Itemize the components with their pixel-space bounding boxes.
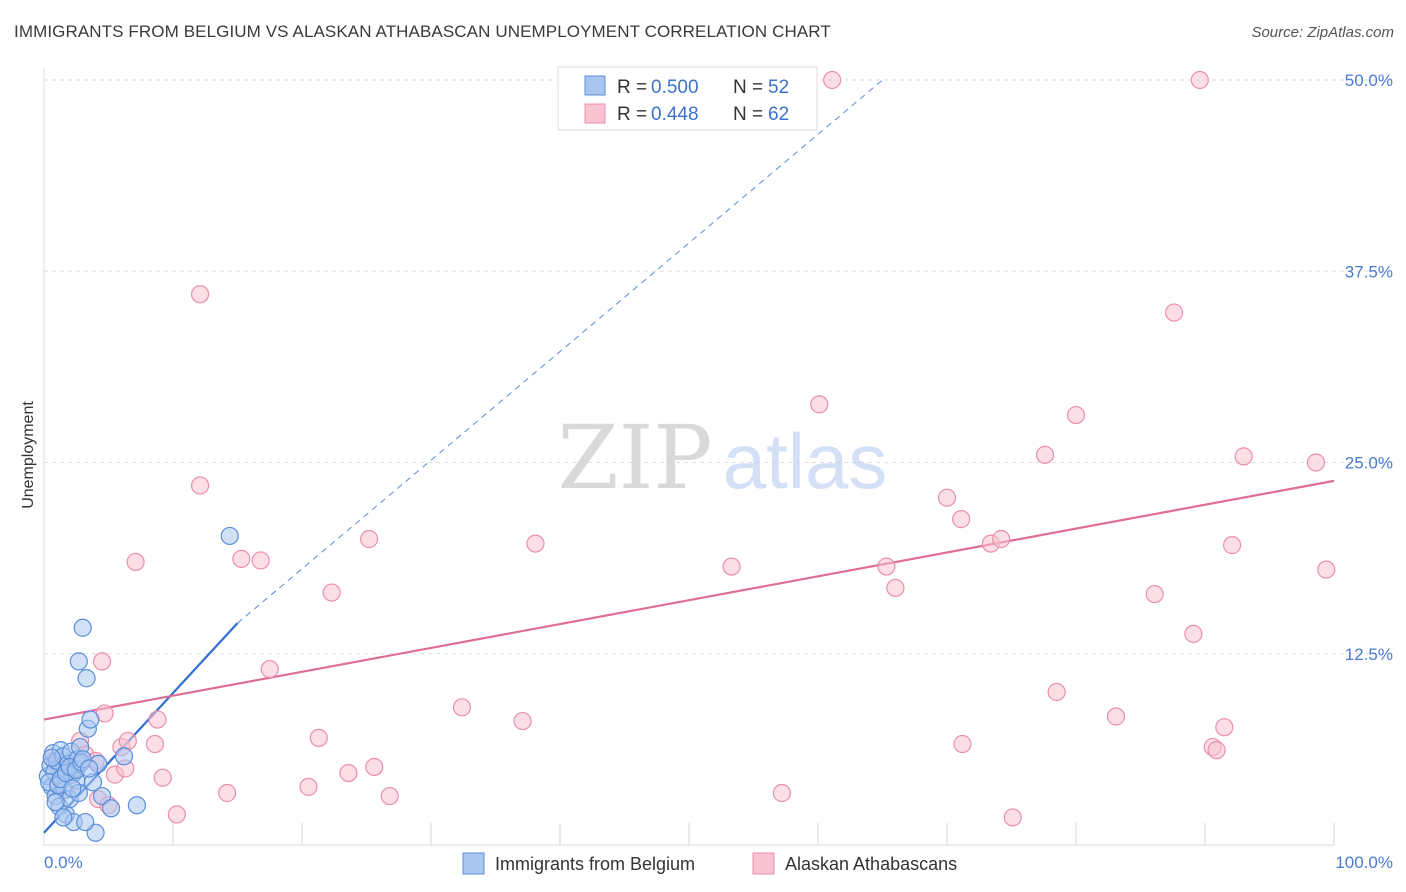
data-point-alaskan-athabascans [1317, 560, 1336, 579]
data-point-alaskan-athabascans [877, 557, 896, 576]
legend-r-value-blue: 0.500 [651, 77, 699, 98]
data-point-alaskan-athabascans [118, 731, 137, 751]
legend-n-label-blue: N = [733, 77, 763, 98]
data-point-alaskan-athabascans [359, 529, 379, 549]
series-legend: Immigrants from Belgium Alaskan Athabasc… [462, 852, 957, 875]
data-point-belgium [63, 779, 82, 798]
y-tick-label: 12.5% [1345, 645, 1393, 664]
legend-r-label-blue: R = [617, 77, 647, 98]
correlation-legend: R = 0.500 N = 52 R = 0.448 N = 62 [557, 66, 818, 131]
watermark-zip: ZIP [557, 406, 712, 509]
legend-swatch-pink [584, 103, 606, 124]
data-point-alaskan-athabascans [339, 763, 358, 783]
data-point-alaskan-athabascans [167, 805, 186, 824]
chart-title: IMMIGRANTS FROM BELGIUM VS ALASKAN ATHAB… [14, 22, 831, 41]
data-point-alaskan-athabascans [153, 768, 172, 787]
source-label: Source: ZipAtlas.com [1251, 24, 1394, 41]
data-point-alaskan-athabascans [992, 529, 1011, 549]
data-point-alaskan-athabascans [1003, 808, 1022, 827]
data-point-alaskan-athabascans [190, 285, 210, 304]
data-point-alaskan-athabascans [190, 476, 210, 495]
legend-swatch-blue [584, 75, 606, 96]
data-point-alaskan-athabascans [1190, 70, 1209, 90]
data-point-belgium [220, 526, 239, 546]
data-point-alaskan-athabascans [145, 734, 165, 754]
trend-line-alaskan-athabascans [43, 479, 1335, 721]
data-point-belgium [101, 799, 121, 818]
legend-n-value-pink: 62 [768, 104, 789, 125]
data-point-alaskan-athabascans [365, 757, 384, 777]
data-point-alaskan-athabascans [952, 510, 971, 529]
data-point-alaskan-athabascans [937, 488, 957, 507]
data-point-belgium [92, 786, 112, 806]
data-point-alaskan-athabascans [823, 70, 842, 90]
data-point-alaskan-athabascans [513, 711, 532, 731]
watermark-atlas: atlas [723, 417, 888, 505]
data-point-alaskan-athabascans [1215, 718, 1234, 737]
data-point-alaskan-athabascans [380, 786, 399, 806]
legend-r-value-pink: 0.448 [651, 104, 699, 125]
data-point-alaskan-athabascans [1234, 447, 1253, 466]
data-point-alaskan-athabascans [148, 710, 167, 729]
data-point-alaskan-athabascans [1184, 624, 1203, 643]
data-point-alaskan-athabascans [1306, 453, 1326, 472]
data-point-belgium [42, 748, 61, 767]
data-point-alaskan-athabascans [1145, 584, 1164, 604]
data-point-belgium [81, 710, 100, 729]
data-point-alaskan-athabascans [886, 578, 905, 598]
y-tick-labels: 12.5% 25.0% 37.5% 50.0% [1345, 71, 1393, 664]
bottom-legend-swatch-blue [462, 852, 485, 875]
data-point-alaskan-athabascans [1035, 445, 1055, 464]
trend-line-belgium-extrapolated [237, 79, 883, 624]
data-point-alaskan-athabascans [218, 783, 237, 803]
x-tick-label-min: 0.0% [44, 853, 83, 872]
y-tick-label: 25.0% [1345, 454, 1393, 473]
data-point-belgium [73, 618, 92, 637]
data-point-alaskan-athabascans [309, 728, 328, 748]
legend-n-value-blue: 52 [768, 77, 789, 98]
bottom-legend-label-blue: Immigrants from Belgium [495, 854, 695, 874]
data-point-alaskan-athabascans [1047, 682, 1066, 702]
data-point-belgium [127, 796, 146, 815]
data-point-belgium [76, 812, 95, 832]
data-point-alaskan-athabascans [810, 395, 829, 414]
legend-n-label-pink: N = [733, 104, 763, 125]
data-point-alaskan-athabascans [1164, 303, 1184, 322]
data-point-belgium [54, 808, 73, 827]
bottom-legend-swatch-pink [752, 852, 775, 875]
data-point-alaskan-athabascans [452, 698, 472, 717]
x-tick-label-max: 100.0% [1335, 853, 1393, 872]
data-point-alaskan-athabascans [953, 734, 972, 754]
legend-r-label-pink: R = [617, 104, 647, 125]
data-point-belgium [114, 747, 134, 766]
data-point-alaskan-athabascans [232, 549, 251, 568]
data-point-alaskan-athabascans [260, 659, 279, 679]
data-point-alaskan-athabascans [1222, 536, 1242, 555]
data-point-alaskan-athabascans [126, 552, 145, 572]
data-point-alaskan-athabascans [526, 534, 545, 553]
data-point-alaskan-athabascans [1207, 741, 1226, 760]
bottom-legend-label-pink: Alaskan Athabascans [785, 854, 957, 874]
data-point-alaskan-athabascans [772, 783, 791, 803]
series-belgium-points [38, 526, 239, 842]
data-point-alaskan-athabascans [322, 583, 341, 602]
y-tick-label: 50.0% [1345, 71, 1393, 90]
grid [44, 79, 1395, 655]
data-point-belgium [69, 652, 88, 671]
data-point-alaskan-athabascans [722, 557, 741, 576]
y-axis-label: Unemployment [20, 401, 37, 509]
data-point-belgium [77, 669, 96, 688]
data-point-alaskan-athabascans [92, 652, 112, 671]
data-point-belgium [46, 793, 65, 812]
data-point-alaskan-athabascans [299, 777, 318, 796]
y-tick-label: 37.5% [1345, 262, 1393, 281]
data-point-alaskan-athabascans [251, 551, 270, 570]
x-ticks [172, 823, 1335, 845]
data-point-belgium [80, 759, 99, 778]
data-point-alaskan-athabascans [1106, 707, 1126, 726]
data-point-alaskan-athabascans [1066, 405, 1086, 425]
